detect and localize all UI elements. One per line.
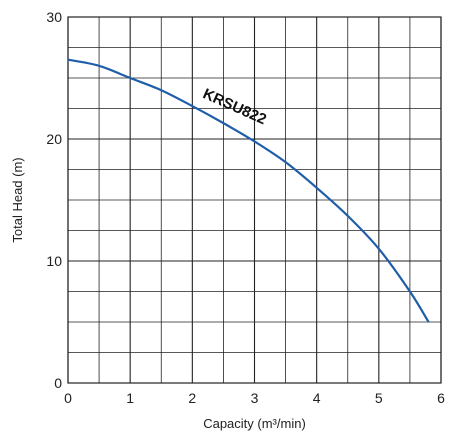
y-tick-label: 20: [46, 131, 62, 147]
x-tick-label: 1: [126, 390, 134, 406]
series-line-0: [67, 58, 430, 323]
x-tick-labels: 0 1 2 3 4 5 6: [64, 390, 445, 406]
x-tick-label: 2: [188, 390, 196, 406]
series-label-krsu822: KRSU822: [200, 85, 269, 128]
x-tick-label: 3: [251, 390, 259, 406]
y-tick-label: 10: [46, 253, 62, 269]
x-tick-label: 5: [375, 390, 383, 406]
y-tick-label: 0: [54, 375, 62, 391]
series-layer: [67, 58, 430, 323]
x-tick-label: 0: [64, 390, 72, 406]
x-tick-label: 6: [437, 390, 445, 406]
y-tick-label: 30: [46, 9, 62, 25]
y-axis-label: Total Head (m): [10, 157, 25, 242]
x-axis-label: Capacity (m³/min): [203, 416, 306, 431]
plot-frame: [67, 16, 442, 384]
y-tick-labels: 0 10 20 30: [46, 9, 62, 391]
x-tick-label: 4: [313, 390, 321, 406]
